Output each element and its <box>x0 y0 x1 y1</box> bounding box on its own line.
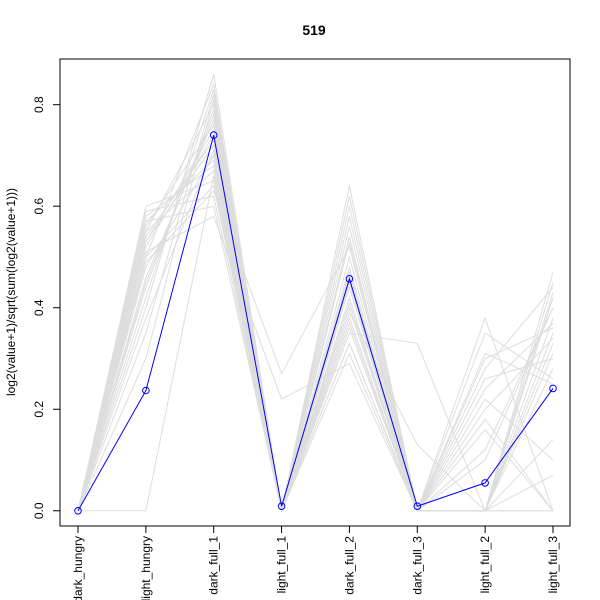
x-tick-label-light_full_3: light_full_3 <box>546 536 560 594</box>
background-series-line-3 <box>77 205 554 512</box>
background-series-line-20 <box>77 159 554 513</box>
y-tick-label: 0.4 <box>32 299 46 316</box>
background-series-line-5 <box>77 154 554 513</box>
background-series-line-9 <box>77 144 554 512</box>
background-series-line-11 <box>77 164 554 512</box>
background-series-line-19 <box>77 89 554 512</box>
x-tick-label-dark_full_3: dark_full_3 <box>410 536 424 595</box>
y-axis: 0.0 0.2 0.4 0.6 0.8 <box>32 96 61 519</box>
background-series-line-8 <box>77 74 554 513</box>
background-series-line-6 <box>77 112 554 513</box>
x-tick-label-light_full_2: light_full_2 <box>478 536 492 594</box>
x-axis: dark_hungry light_hungry dark_full_1 light_… <box>71 525 560 600</box>
plot-frame <box>59 58 571 527</box>
background-series-line-17 <box>77 138 554 513</box>
background-series-line-18 <box>78 175 554 512</box>
highlight-point-light_full_3 <box>549 384 557 393</box>
background-series-group <box>77 74 554 513</box>
x-tick-label-dark_full_2: dark_full_2 <box>342 536 356 595</box>
background-series-line-14 <box>77 99 554 513</box>
y-axis-label: log2(value+1)/sqrt(sum(log2(value+1))) <box>4 188 18 396</box>
highlight-point-light_full_1 <box>277 502 286 511</box>
x-tick-label-dark_full_1: dark_full_1 <box>207 536 221 595</box>
background-series-line-24 <box>77 148 554 513</box>
background-series-line-10 <box>77 94 554 512</box>
x-tick-label-light_hungry: light_hungry <box>139 536 153 600</box>
highlight-series-line <box>77 134 554 512</box>
highlight-point-light_full_2 <box>481 479 489 487</box>
y-tick-label: 0.2 <box>32 401 46 418</box>
background-series-line-23 <box>77 128 554 513</box>
background-series-line-1 <box>77 103 554 512</box>
chart-title: 519 <box>302 22 326 38</box>
highlight-point-dark_full_2 <box>345 275 354 283</box>
background-series-line-7 <box>77 180 554 513</box>
highlight-series-group <box>74 131 557 515</box>
x-tick-label-light_full_1: light_full_1 <box>275 536 289 594</box>
background-series-line-16 <box>77 118 554 513</box>
y-tick-label: 0.8 <box>32 96 46 113</box>
highlight-point-dark_hungry <box>74 507 82 515</box>
y-tick-label: 0.6 <box>32 198 46 215</box>
x-tick-label-dark_hungry: dark_hungry <box>71 536 85 600</box>
highlight-point-dark_full_1 <box>209 131 218 139</box>
background-series-line-13 <box>77 123 553 513</box>
highlight-point-dark_full_3 <box>413 502 422 511</box>
y-tick-label: 0.0 <box>32 502 46 519</box>
highlight-point-light_hungry <box>142 386 150 395</box>
